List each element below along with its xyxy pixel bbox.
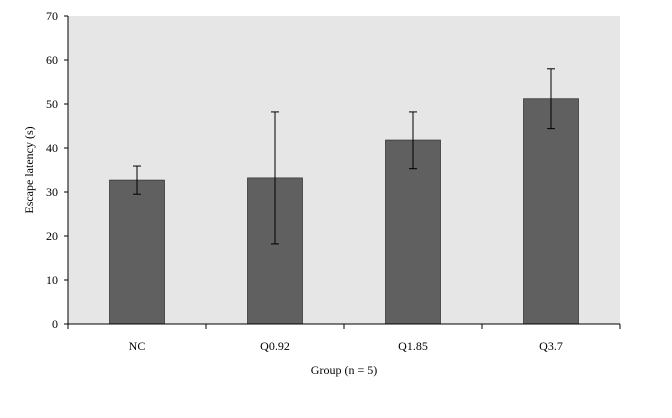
y-tick-label: 50 — [46, 97, 58, 111]
x-tick-label: Q1.85 — [398, 339, 428, 353]
bar-q3-7 — [523, 98, 579, 325]
x-axis-title: Group (n = 5) — [311, 363, 377, 377]
y-tick-label: 20 — [46, 229, 58, 243]
bars-group — [109, 98, 579, 325]
bar-q1-85 — [385, 139, 441, 325]
x-tick-label: Q0.92 — [260, 339, 290, 353]
y-axis-title: Escape latency (s) — [22, 126, 36, 213]
y-tick-label: 30 — [46, 185, 58, 199]
y-tick-label: 40 — [46, 141, 58, 155]
error-bars-group — [133, 68, 555, 245]
y-tick-label: 60 — [46, 53, 58, 67]
y-tick-label: 70 — [46, 9, 58, 23]
y-tick-label: 0 — [52, 317, 58, 331]
x-tick-label: NC — [129, 339, 146, 353]
bar-nc — [109, 179, 165, 325]
y-ticks-group: 0 10 20 30 40 50 60 70 — [46, 9, 68, 331]
x-tick-label: Q3.7 — [539, 339, 563, 353]
x-ticks-group: NC Q0.92 Q1.85 Q3.7 — [67, 324, 621, 353]
y-tick-label: 10 — [46, 273, 58, 287]
